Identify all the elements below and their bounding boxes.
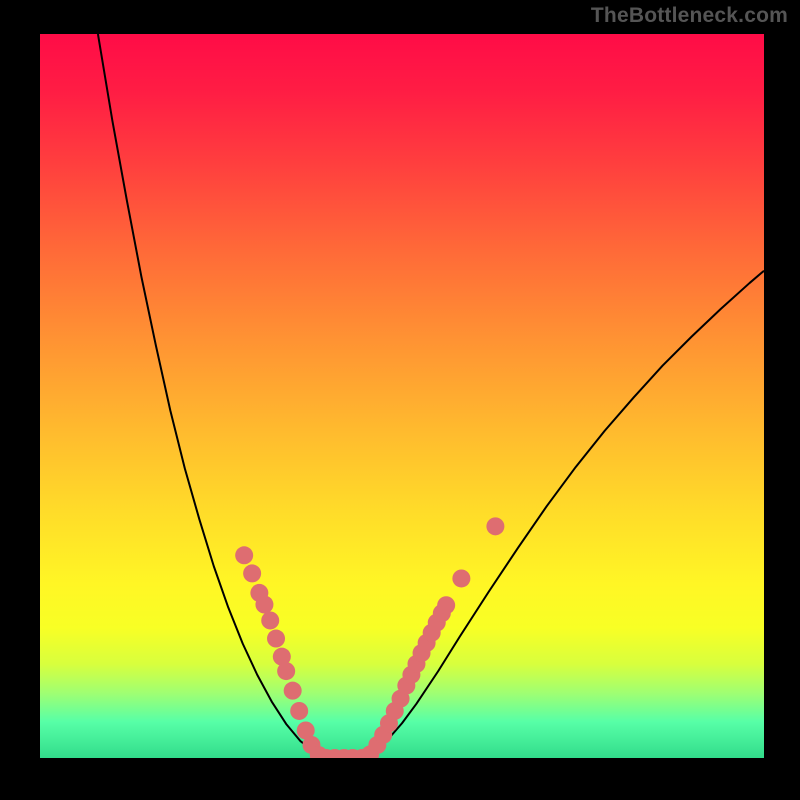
curve-marker (284, 682, 302, 700)
curve-marker (452, 569, 470, 587)
curve-marker (437, 596, 455, 614)
curve-marker (261, 611, 279, 629)
plot-area (40, 34, 764, 758)
curve-marker (277, 662, 295, 680)
curve-marker (486, 517, 504, 535)
curve-marker (235, 546, 253, 564)
curve-marker (243, 564, 261, 582)
plot-svg (40, 34, 764, 758)
chart-container: TheBottleneck.com (0, 0, 800, 800)
gradient-background (40, 34, 764, 758)
curve-marker (267, 630, 285, 648)
curve-marker (255, 596, 273, 614)
curve-marker (290, 702, 308, 720)
watermark-text: TheBottleneck.com (591, 4, 788, 28)
